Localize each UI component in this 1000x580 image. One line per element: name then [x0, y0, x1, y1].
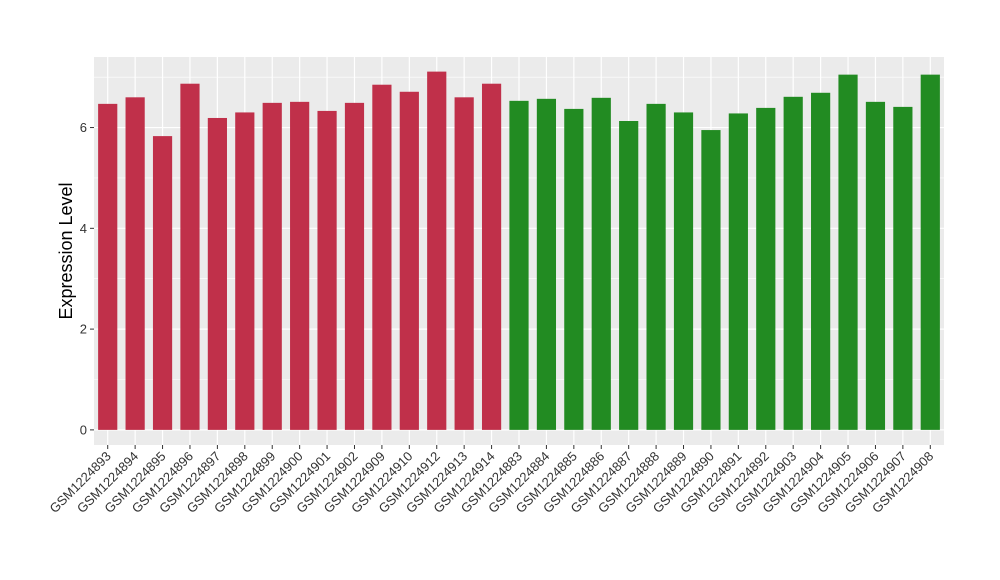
bar — [317, 110, 337, 430]
bar — [673, 112, 694, 430]
bar — [98, 103, 118, 430]
bar — [399, 91, 419, 430]
bar — [783, 96, 803, 430]
bar — [865, 101, 886, 430]
y-tick-label: 2 — [80, 322, 87, 337]
bar — [564, 108, 584, 430]
bar — [427, 71, 447, 430]
bar — [207, 117, 227, 430]
bar — [646, 103, 666, 430]
bar — [701, 130, 721, 430]
y-tick-label: 6 — [80, 120, 87, 135]
bar — [262, 102, 282, 430]
bar — [536, 98, 557, 430]
y-axis: 0 2 4 6 — [80, 120, 94, 437]
y-tick-label: 0 — [80, 422, 87, 437]
bar — [372, 84, 392, 430]
bar — [290, 101, 310, 430]
bar — [125, 97, 145, 430]
bar — [481, 83, 502, 430]
bar — [344, 102, 365, 430]
bar — [838, 74, 858, 430]
bar — [728, 113, 748, 430]
x-axis: GSM1224893GSM1224894GSM1224895GSM1224896… — [46, 445, 936, 516]
bar — [509, 100, 529, 430]
bars — [98, 71, 940, 430]
bar — [920, 74, 940, 430]
bar — [619, 120, 639, 430]
y-axis-title: Expression Level — [56, 182, 76, 319]
bar — [180, 83, 200, 430]
bar — [152, 136, 173, 430]
bar — [811, 92, 831, 430]
y-tick-label: 4 — [80, 221, 87, 236]
bar — [591, 97, 611, 430]
bar — [235, 112, 255, 430]
bar — [756, 107, 776, 430]
bar — [454, 97, 474, 430]
bar — [893, 106, 913, 430]
